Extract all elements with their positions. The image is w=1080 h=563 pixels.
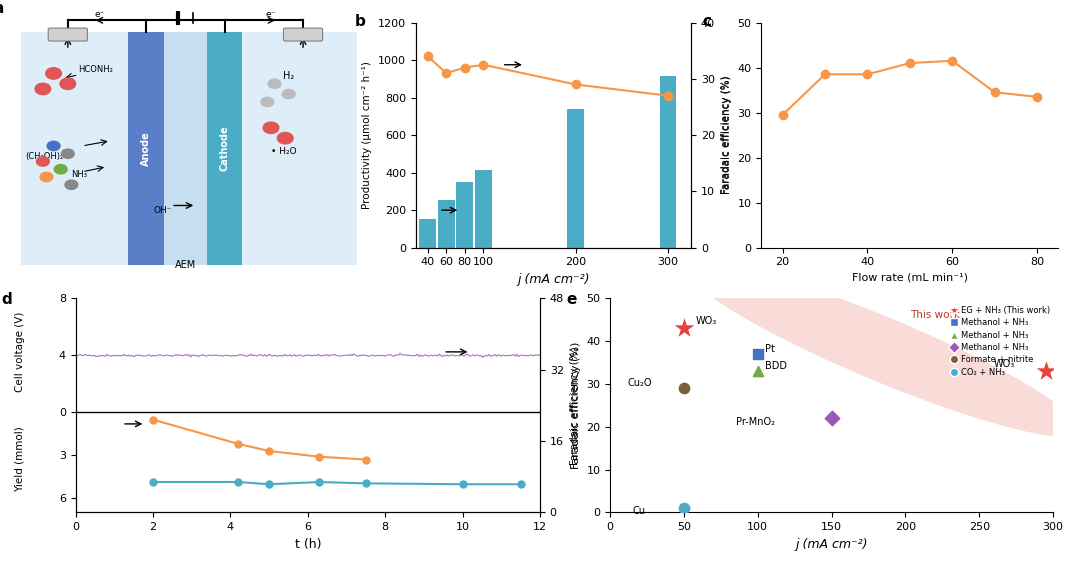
Text: Cell voltage (V): Cell voltage (V) bbox=[15, 312, 25, 392]
Y-axis label: Productivity (μmol cm⁻² h⁻¹): Productivity (μmol cm⁻² h⁻¹) bbox=[363, 61, 373, 209]
Point bbox=[675, 503, 692, 512]
Circle shape bbox=[261, 97, 274, 106]
Text: Cathode: Cathode bbox=[219, 126, 230, 171]
Bar bbox=[164, 32, 207, 265]
FancyBboxPatch shape bbox=[49, 28, 87, 41]
Circle shape bbox=[268, 79, 281, 88]
Text: AEM: AEM bbox=[175, 260, 197, 270]
Legend: EG + NH₃ (This work), Methanol + NH₃, Methanol + NH₃, Methanol + NH₃, Formate + : EG + NH₃ (This work), Methanol + NH₃, Me… bbox=[947, 302, 1053, 380]
Bar bbox=[419, 218, 436, 248]
Circle shape bbox=[278, 132, 293, 144]
Y-axis label: Faradaic efficiency (%): Faradaic efficiency (%) bbox=[571, 342, 581, 469]
Text: Pr-MnO₂: Pr-MnO₂ bbox=[735, 417, 774, 427]
Circle shape bbox=[60, 78, 76, 90]
Text: • H₂O: • H₂O bbox=[271, 147, 297, 156]
Text: WO₃: WO₃ bbox=[994, 359, 1015, 369]
Point bbox=[675, 384, 692, 393]
Circle shape bbox=[40, 172, 53, 182]
Text: e⁻: e⁻ bbox=[95, 10, 105, 19]
Text: a: a bbox=[0, 1, 3, 16]
Circle shape bbox=[54, 164, 67, 174]
X-axis label: Flow rate (mL min⁻¹): Flow rate (mL min⁻¹) bbox=[852, 273, 968, 283]
Circle shape bbox=[37, 157, 50, 166]
Bar bbox=[660, 76, 676, 248]
X-axis label: j (mA cm⁻²): j (mA cm⁻²) bbox=[795, 538, 868, 551]
Point bbox=[823, 414, 840, 423]
Text: Cu: Cu bbox=[632, 507, 646, 516]
Circle shape bbox=[48, 141, 60, 150]
Text: Yield (mmol): Yield (mmol) bbox=[15, 426, 25, 491]
Y-axis label: Faradaic efficiency (%): Faradaic efficiency (%) bbox=[723, 76, 732, 194]
Text: WO₃: WO₃ bbox=[696, 316, 717, 326]
Bar bbox=[457, 182, 473, 248]
X-axis label: j (mA cm⁻²): j (mA cm⁻²) bbox=[517, 273, 590, 286]
FancyBboxPatch shape bbox=[283, 28, 323, 41]
Point bbox=[1037, 367, 1054, 376]
Circle shape bbox=[45, 68, 62, 79]
Text: b: b bbox=[355, 14, 366, 29]
Point bbox=[750, 367, 767, 376]
Circle shape bbox=[65, 180, 78, 189]
Text: BDD: BDD bbox=[765, 361, 787, 371]
Text: d: d bbox=[1, 292, 12, 307]
Text: e: e bbox=[566, 292, 577, 307]
Text: Anode: Anode bbox=[141, 131, 151, 166]
Y-axis label: Faradaic efficiency (%): Faradaic efficiency (%) bbox=[720, 76, 730, 194]
Point bbox=[750, 350, 767, 359]
Circle shape bbox=[35, 83, 51, 95]
Bar bbox=[207, 32, 243, 265]
Bar bbox=[129, 32, 164, 265]
Bar bbox=[438, 200, 455, 248]
Text: Pt: Pt bbox=[765, 344, 775, 354]
Text: c: c bbox=[702, 14, 711, 29]
Circle shape bbox=[62, 149, 75, 158]
Circle shape bbox=[264, 122, 279, 133]
Circle shape bbox=[282, 90, 295, 99]
Text: (CH₂OH)₂: (CH₂OH)₂ bbox=[25, 152, 64, 161]
Text: NH₃: NH₃ bbox=[71, 170, 87, 179]
Bar bbox=[475, 170, 491, 248]
Text: OH⁻: OH⁻ bbox=[153, 206, 172, 215]
Text: Cu₂O: Cu₂O bbox=[627, 378, 652, 388]
Text: HCONH₂: HCONH₂ bbox=[79, 65, 113, 74]
Bar bbox=[567, 109, 584, 248]
Text: e⁻: e⁻ bbox=[266, 10, 276, 19]
Text: This work: This work bbox=[910, 310, 960, 320]
Ellipse shape bbox=[686, 262, 1080, 437]
X-axis label: t (h): t (h) bbox=[295, 538, 321, 551]
Y-axis label: Faradaic efficiency (%): Faradaic efficiency (%) bbox=[569, 346, 580, 464]
Text: H₂: H₂ bbox=[283, 70, 295, 81]
Point bbox=[675, 324, 692, 333]
